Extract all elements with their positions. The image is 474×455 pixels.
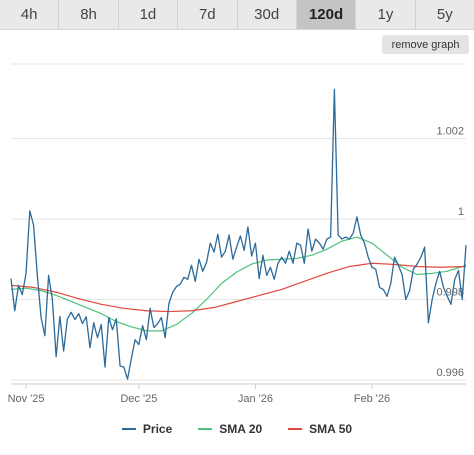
tab-30d[interactable]: 30d xyxy=(238,0,297,29)
tab-1d[interactable]: 1d xyxy=(119,0,179,29)
grid-lines xyxy=(11,63,466,389)
y-tick-label: 0.996 xyxy=(436,367,464,379)
tab-5y[interactable]: 5y xyxy=(436,6,453,23)
series-lines xyxy=(10,88,467,380)
series-line-sma-50 xyxy=(10,262,467,313)
tab-8h[interactable]: 8h xyxy=(59,0,119,29)
legend-label: Price xyxy=(142,422,173,436)
x-axis-tick-labels: Nov '25 Dec '25 Jan '26 Feb '26 xyxy=(8,393,391,405)
tab-1y[interactable]: 1y xyxy=(356,0,416,29)
legend-label: SMA 50 xyxy=(309,422,353,436)
chart-legend: Price SMA 20 SMA 50 xyxy=(0,420,474,438)
y-tick-label: 1.002 xyxy=(436,125,464,137)
x-tick-label: Feb '26 xyxy=(354,393,390,405)
y-tick-label: 0.998 xyxy=(436,286,464,298)
remove-graph-button[interactable]: remove graph xyxy=(382,35,469,54)
legend-item-price[interactable]: Price xyxy=(121,422,173,436)
legend-swatch xyxy=(288,428,303,430)
series-line-price xyxy=(10,88,467,380)
x-tick-label: Dec '25 xyxy=(120,393,157,405)
tab-120d[interactable]: 120d xyxy=(296,0,357,29)
tab-7d[interactable]: 7d xyxy=(178,0,238,29)
x-tick-label: Jan '26 xyxy=(238,393,273,405)
legend-item-sma-50[interactable]: SMA 50 xyxy=(288,422,352,436)
tab-4h[interactable]: 4h xyxy=(0,0,60,29)
legend-item-sma-20[interactable]: SMA 20 xyxy=(198,422,262,436)
legend-swatch xyxy=(121,428,136,430)
y-axis-tick-labels: 0.996 0.998 1 1.002 xyxy=(436,125,464,379)
y-tick-label: 1 xyxy=(458,206,464,218)
price-chart: 0.996 0.998 1 1.002 Nov '25 Dec '25 Jan '26 Fe… xyxy=(8,63,467,405)
x-tick-label: Nov '25 xyxy=(8,393,45,405)
series-line-sma-20 xyxy=(10,236,467,332)
time-range-tabs: 4h 8h 1d 7d 30d 120d 1y 5y xyxy=(0,0,474,30)
legend-label: SMA 20 xyxy=(219,422,263,436)
legend-swatch xyxy=(198,428,213,430)
